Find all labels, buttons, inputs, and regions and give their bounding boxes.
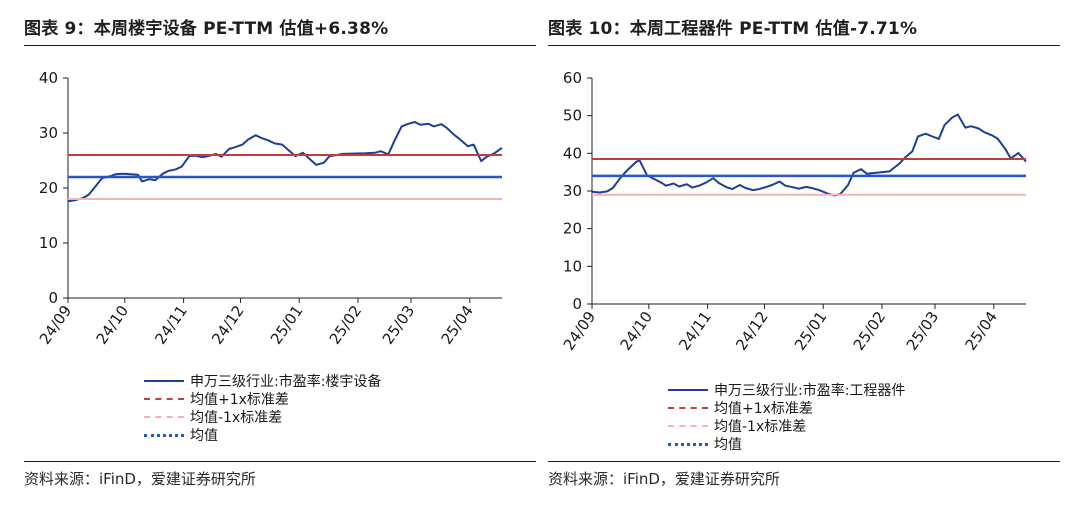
legend-item: 均值	[144, 426, 381, 444]
x-tick-label: 25/01	[267, 302, 307, 348]
y-tick-label: 20	[39, 179, 58, 197]
y-tick-label: 50	[563, 107, 582, 125]
x-tick-label: 24/11	[675, 308, 715, 354]
source-note: 资料来源：iFinD，爱建证券研究所	[548, 470, 780, 488]
chart-legend: 申万三级行业:市盈率:楼宇设备 均值+1x标准差 均值-1x标准差 均值	[144, 372, 381, 444]
legend-swatch	[144, 380, 184, 382]
x-tick-label: 25/03	[379, 302, 419, 348]
y-tick-label: 30	[563, 182, 582, 200]
legend-label: 申万三级行业:市盈率:工程器件	[714, 383, 906, 399]
source-divider	[548, 461, 1060, 462]
title-divider	[24, 45, 536, 46]
y-tick-label: 10	[39, 234, 58, 252]
legend-label: 申万三级行业:市盈率:楼宇设备	[190, 374, 382, 390]
source-note: 资料来源：iFinD，爱建证券研究所	[24, 470, 256, 488]
y-tick-label: 20	[563, 220, 582, 238]
legend-swatch	[668, 389, 708, 391]
y-tick-label: 0	[572, 295, 582, 313]
legend-item: 均值-1x标准差	[668, 417, 905, 435]
x-tick-label: 24/10	[93, 302, 133, 348]
source-divider	[24, 461, 536, 462]
x-tick-label: 24/10	[617, 308, 657, 354]
legend-label: 均值+1x标准差	[190, 392, 289, 408]
legend-swatch	[668, 442, 708, 446]
legend-label: 均值-1x标准差	[190, 410, 283, 426]
legend-item: 均值-1x标准差	[144, 408, 381, 426]
legend-label: 均值-1x标准差	[714, 419, 807, 435]
y-tick-label: 10	[563, 257, 582, 275]
legend-label: 均值	[714, 437, 742, 453]
x-tick-label: 25/02	[850, 308, 890, 354]
x-tick-label: 24/12	[208, 302, 248, 348]
x-tick-label: 25/04	[438, 302, 478, 348]
chart-title: 图表 9：本周楼宇设备 PE-TTM 估值+6.38%	[24, 19, 389, 39]
x-tick-label: 24/09	[560, 308, 600, 354]
x-tick-label: 25/03	[903, 308, 943, 354]
legend-swatch	[668, 425, 708, 427]
y-tick-label: 0	[48, 289, 58, 307]
y-tick-label: 30	[39, 124, 58, 142]
legend-item: 申万三级行业:市盈率:楼宇设备	[144, 372, 381, 390]
chart-panel-right: 图表 10：本周工程器件 PE-TTM 估值-7.71% 0 10 20 30 40 50…	[548, 0, 1060, 505]
x-tick-label: 24/11	[151, 302, 191, 348]
title-divider	[548, 45, 1060, 46]
legend-swatch	[144, 416, 184, 418]
chart-plot: 0 10 20 30 40 24/09 24/10 24/11 24/12 25/01 25/02 2…	[36, 69, 503, 348]
legend-swatch	[144, 398, 184, 400]
x-tick-label: 24/09	[36, 302, 76, 348]
chart-title: 图表 10：本周工程器件 PE-TTM 估值-7.71%	[548, 19, 918, 39]
legend-item: 申万三级行业:市盈率:工程器件	[668, 381, 905, 399]
chart-plot: 0 10 20 30 40 50 60 24/09 24/10 24/11 24/12 25/01 25…	[560, 69, 1027, 354]
legend-item: 均值	[668, 435, 905, 453]
legend-label: 均值	[190, 428, 218, 444]
y-tick-label: 60	[563, 69, 582, 87]
chart-panel-left: 图表 9：本周楼宇设备 PE-TTM 估值+6.38% 0 10 20 30 40 24/…	[24, 0, 536, 505]
x-tick-label: 25/01	[791, 308, 831, 354]
y-tick-label: 40	[39, 69, 58, 87]
legend-item: 均值+1x标准差	[144, 390, 381, 408]
legend-label: 均值+1x标准差	[714, 401, 813, 417]
series-line	[67, 121, 503, 203]
series-line	[591, 113, 1027, 197]
x-tick-label: 24/12	[732, 308, 772, 354]
x-tick-label: 25/04	[962, 308, 1002, 354]
legend-swatch	[144, 433, 184, 437]
legend-swatch	[668, 407, 708, 409]
chart-legend: 申万三级行业:市盈率:工程器件 均值+1x标准差 均值-1x标准差 均值	[668, 381, 905, 453]
x-tick-label: 25/02	[326, 302, 366, 348]
legend-item: 均值+1x标准差	[668, 399, 905, 417]
y-tick-label: 40	[563, 144, 582, 162]
